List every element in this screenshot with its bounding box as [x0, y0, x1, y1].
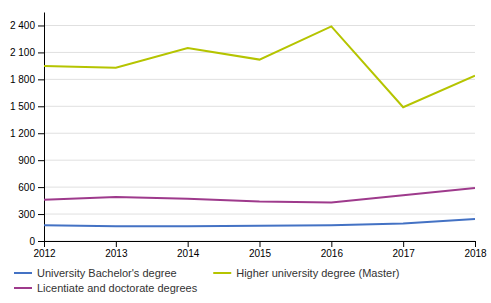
y-tick-mark [38, 79, 44, 80]
plot: 03006009001 2001 5001 8002 1002 40020122… [10, 13, 487, 260]
legend-swatch [14, 272, 32, 274]
x-tick-label: 2017 [393, 248, 416, 259]
x-tick-mark [44, 241, 45, 247]
x-tick-mark [475, 241, 476, 247]
legend-label: Higher university degree (Master) [236, 267, 399, 279]
x-tick-mark [260, 241, 261, 247]
series-line [44, 188, 475, 202]
legend-item: Licentiate and doctorate degrees [14, 282, 198, 294]
y-tick-mark [38, 214, 44, 215]
grid-line [44, 133, 475, 134]
y-tick-mark [38, 160, 44, 161]
y-tick-label: 1 800 [10, 74, 35, 85]
grid-line [44, 187, 475, 188]
legend-label: University Bachelor's degree [37, 267, 177, 279]
y-tick: 900 [18, 155, 44, 166]
y-tick-mark [38, 241, 44, 242]
chart: 03006009001 2001 5001 8002 1002 40020122… [0, 0, 491, 303]
grid-line [44, 52, 475, 53]
x-tick: 2018 [464, 241, 487, 259]
x-tick: 2015 [249, 241, 272, 259]
x-tick-label: 2012 [33, 248, 56, 259]
legend-swatch [213, 272, 231, 274]
y-tick: 0 [29, 236, 44, 247]
y-tick-label: 300 [18, 209, 35, 220]
legend-item: University Bachelor's degree [14, 267, 177, 279]
y-tick: 2 400 [10, 20, 44, 31]
y-tick-label: 2 100 [10, 47, 35, 58]
y-tick-label: 1 500 [10, 101, 35, 112]
grid-line [44, 106, 475, 107]
y-tick-label: 2 400 [10, 20, 35, 31]
x-tick-label: 2018 [464, 248, 487, 259]
grid-line [44, 79, 475, 80]
x-tick-mark [331, 241, 332, 247]
x-tick-label: 2014 [177, 248, 200, 259]
y-tick: 1 800 [10, 74, 44, 85]
grid [44, 25, 475, 241]
x-tick: 2012 [33, 241, 56, 259]
y-tick-mark [38, 25, 44, 26]
legend-label: Licentiate and doctorate degrees [37, 282, 198, 294]
legend-swatch [14, 287, 32, 289]
y-tick-label: 600 [18, 182, 35, 193]
x-tick: 2016 [321, 241, 344, 259]
grid-line [44, 25, 475, 26]
y-tick: 300 [18, 209, 44, 220]
series-line [44, 26, 475, 107]
x-tick-label: 2013 [105, 248, 128, 259]
legend-item: Higher university degree (Master) [213, 267, 399, 279]
series-line [44, 219, 475, 226]
lines [44, 26, 475, 226]
grid-line [44, 214, 475, 215]
y-tick-mark [38, 187, 44, 188]
y-axis: 0 300 600 900 1 200 1 500 1 800 2 100 2 400 [10, 13, 45, 247]
y-tick-mark [38, 106, 44, 107]
y-tick-label: 900 [18, 155, 35, 166]
x-axis: 2012 2013 2014 2015 2016 2017 2018 [33, 241, 487, 259]
x-tick: 2014 [177, 241, 200, 259]
x-tick-mark [403, 241, 404, 247]
y-tick-label: 0 [29, 236, 35, 247]
y-tick-mark [38, 52, 44, 53]
x-tick-mark [116, 241, 117, 247]
y-tick: 1 200 [10, 128, 44, 139]
y-tick: 2 100 [10, 47, 44, 58]
x-tick-label: 2015 [249, 248, 272, 259]
y-tick-label: 1 200 [10, 128, 35, 139]
y-tick-mark [38, 133, 44, 134]
x-tick-mark [188, 241, 189, 247]
y-tick: 1 500 [10, 101, 44, 112]
x-tick-label: 2016 [321, 248, 344, 259]
grid-line [44, 160, 475, 161]
y-tick: 600 [18, 182, 44, 193]
legend: University Bachelor's degree Higher unive… [14, 267, 399, 294]
x-tick: 2017 [393, 241, 416, 259]
x-tick: 2013 [105, 241, 128, 259]
y-axis-line [44, 13, 45, 242]
